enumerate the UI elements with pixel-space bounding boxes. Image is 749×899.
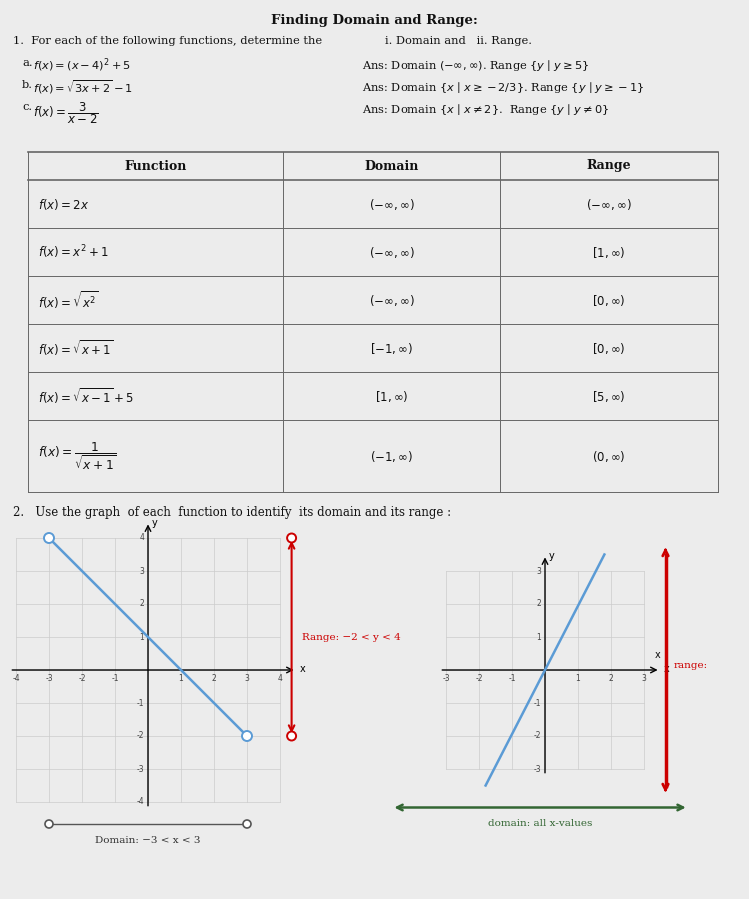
Text: x: x: [655, 650, 661, 660]
Text: $f(x) = 2x$: $f(x) = 2x$: [38, 197, 89, 211]
Text: -2: -2: [533, 732, 541, 741]
Circle shape: [243, 820, 251, 828]
Text: $[1, \infty)$: $[1, \infty)$: [374, 388, 408, 404]
Text: $[1, \infty)$: $[1, \infty)$: [592, 245, 625, 260]
Circle shape: [44, 533, 54, 543]
Text: 1: 1: [536, 633, 541, 642]
Text: 2: 2: [212, 674, 216, 683]
Text: $f(x) = \sqrt{x+1}$: $f(x) = \sqrt{x+1}$: [38, 338, 113, 358]
Text: 1: 1: [576, 674, 580, 683]
Text: 4: 4: [278, 674, 282, 683]
Text: -1: -1: [509, 674, 516, 683]
Text: Domain: −3 < x < 3: Domain: −3 < x < 3: [95, 836, 201, 845]
Text: x: x: [664, 664, 670, 674]
Text: Domain: Domain: [364, 159, 419, 173]
Text: 1.  For each of the following functions, determine the: 1. For each of the following functions, …: [13, 36, 322, 46]
Text: range:: range:: [673, 661, 708, 670]
Text: y: y: [549, 551, 555, 561]
Text: $f(x) = \sqrt{x-1}+5$: $f(x) = \sqrt{x-1}+5$: [38, 387, 134, 405]
Text: -3: -3: [136, 764, 144, 773]
Text: -4: -4: [12, 674, 19, 683]
Text: -2: -2: [136, 732, 144, 741]
Text: 2: 2: [609, 674, 613, 683]
Text: Finding Domain and Range:: Finding Domain and Range:: [270, 14, 477, 27]
Circle shape: [287, 533, 296, 542]
Text: $[0, \infty)$: $[0, \infty)$: [592, 341, 625, 355]
Text: x: x: [300, 664, 306, 674]
Text: 3: 3: [536, 566, 541, 575]
Text: 3: 3: [642, 674, 646, 683]
Text: $f(x) = \sqrt{3x+2} - 1$: $f(x) = \sqrt{3x+2} - 1$: [33, 78, 133, 95]
Text: 2: 2: [536, 600, 541, 609]
Text: $(-\infty, \infty)$: $(-\infty, \infty)$: [369, 197, 414, 211]
Text: -3: -3: [45, 674, 53, 683]
Text: domain: all x-values: domain: all x-values: [488, 820, 592, 829]
Text: -1: -1: [136, 699, 144, 708]
Text: Ans: Domain $(-\infty, \infty)$. Range $\{y\mid y \geq 5\}$: Ans: Domain $(-\infty, \infty)$. Range $…: [362, 58, 589, 73]
Text: 2.   Use the graph  of each  function to identify  its domain and its range :: 2. Use the graph of each function to ide…: [13, 506, 451, 519]
Text: 3: 3: [245, 674, 249, 683]
Text: 2: 2: [139, 600, 144, 609]
Text: c.: c.: [22, 102, 32, 112]
Text: $f(x) = \dfrac{3}{x-2}$: $f(x) = \dfrac{3}{x-2}$: [33, 100, 99, 126]
Text: $[-1, \infty)$: $[-1, \infty)$: [370, 341, 413, 355]
Text: -1: -1: [533, 699, 541, 708]
Text: $(-\infty, \infty)$: $(-\infty, \infty)$: [369, 292, 414, 307]
Text: $(-1, \infty)$: $(-1, \infty)$: [370, 449, 413, 464]
Text: Ans: Domain $\{x\mid x \neq 2\}$.  Range $\{y\mid y\neq 0\}$: Ans: Domain $\{x\mid x \neq 2\}$. Range …: [362, 102, 609, 117]
Text: 1: 1: [139, 633, 144, 642]
Text: 1: 1: [178, 674, 184, 683]
Text: $(-\infty, \infty)$: $(-\infty, \infty)$: [586, 197, 632, 211]
Text: -3: -3: [442, 674, 450, 683]
Circle shape: [242, 731, 252, 741]
Text: $f(x) = (x-4)^2 + 5$: $f(x) = (x-4)^2 + 5$: [33, 56, 131, 74]
Text: $(-\infty, \infty)$: $(-\infty, \infty)$: [369, 245, 414, 260]
Text: Range: Range: [586, 159, 631, 173]
Text: $f(x) = \dfrac{1}{\sqrt{x+1}}$: $f(x) = \dfrac{1}{\sqrt{x+1}}$: [38, 441, 116, 472]
Text: $[0, \infty)$: $[0, \infty)$: [592, 292, 625, 307]
Text: -3: -3: [533, 764, 541, 773]
Circle shape: [45, 820, 53, 828]
Text: i. Domain and   ii. Range.: i. Domain and ii. Range.: [385, 36, 532, 46]
Text: 4: 4: [139, 533, 144, 542]
Text: -2: -2: [476, 674, 483, 683]
Text: Range: −2 < y < 4: Range: −2 < y < 4: [302, 633, 401, 642]
Text: Ans: Domain $\{x\mid x \geq -2/3\}$. Range $\{y\mid y \geq -1\}$: Ans: Domain $\{x\mid x \geq -2/3\}$. Ran…: [362, 80, 645, 95]
Circle shape: [287, 732, 296, 741]
Text: $f(x) = \sqrt{x^2}$: $f(x) = \sqrt{x^2}$: [38, 289, 99, 311]
Text: -2: -2: [78, 674, 85, 683]
Text: b.: b.: [22, 80, 33, 90]
Text: $f(x) = x^2 + 1$: $f(x) = x^2 + 1$: [38, 244, 109, 261]
Text: -1: -1: [112, 674, 119, 683]
Text: Function: Function: [124, 159, 187, 173]
Text: -4: -4: [136, 797, 144, 806]
Text: 3: 3: [139, 566, 144, 575]
Text: $(0, \infty)$: $(0, \infty)$: [592, 449, 625, 464]
Text: a.: a.: [22, 58, 33, 68]
Text: $[5, \infty)$: $[5, \infty)$: [592, 388, 625, 404]
Text: y: y: [152, 518, 158, 529]
